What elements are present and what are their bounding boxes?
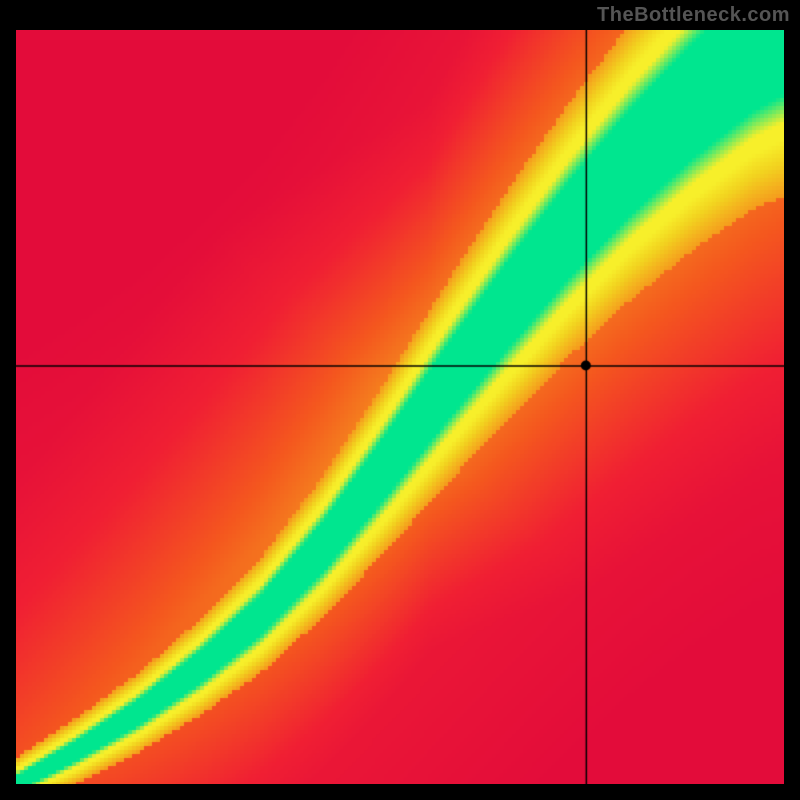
watermark-text: TheBottleneck.com (597, 4, 790, 27)
plot-area (16, 30, 784, 784)
heatmap-canvas (16, 30, 784, 784)
chart-container: TheBottleneck.com (0, 0, 800, 800)
